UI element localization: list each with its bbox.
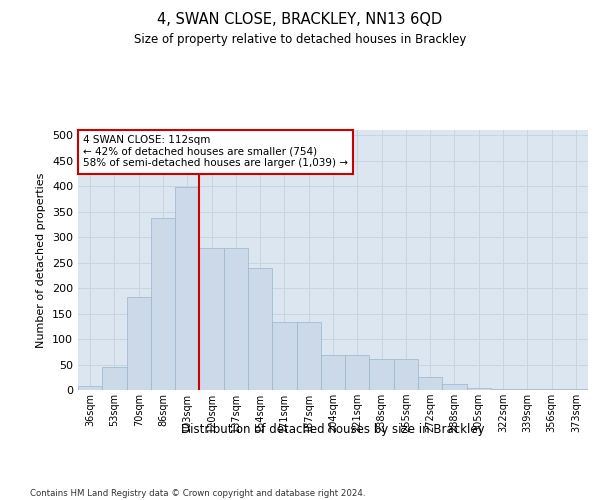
Text: Distribution of detached houses by size in Brackley: Distribution of detached houses by size … (181, 422, 485, 436)
Text: 4 SWAN CLOSE: 112sqm
← 42% of detached houses are smaller (754)
58% of semi-deta: 4 SWAN CLOSE: 112sqm ← 42% of detached h… (83, 135, 348, 168)
Text: Size of property relative to detached houses in Brackley: Size of property relative to detached ho… (134, 32, 466, 46)
Bar (442, 384, 467, 390)
Bar (321, 356, 345, 390)
Bar (127, 296, 151, 390)
Bar (151, 218, 175, 390)
Bar (175, 187, 199, 390)
Bar (418, 378, 442, 390)
Y-axis label: Number of detached properties: Number of detached properties (37, 172, 46, 348)
Text: Contains HM Land Registry data © Crown copyright and database right 2024.: Contains HM Land Registry data © Crown c… (30, 488, 365, 498)
Bar (199, 248, 224, 390)
Bar (102, 367, 127, 390)
Bar (467, 388, 491, 390)
Bar (296, 322, 321, 390)
Bar (272, 322, 296, 390)
Bar (345, 356, 370, 390)
Bar (78, 386, 102, 390)
Text: 4, SWAN CLOSE, BRACKLEY, NN13 6QD: 4, SWAN CLOSE, BRACKLEY, NN13 6QD (157, 12, 443, 28)
Bar (491, 389, 515, 390)
Bar (370, 360, 394, 390)
Bar (394, 360, 418, 390)
Bar (248, 268, 272, 390)
Bar (224, 248, 248, 390)
